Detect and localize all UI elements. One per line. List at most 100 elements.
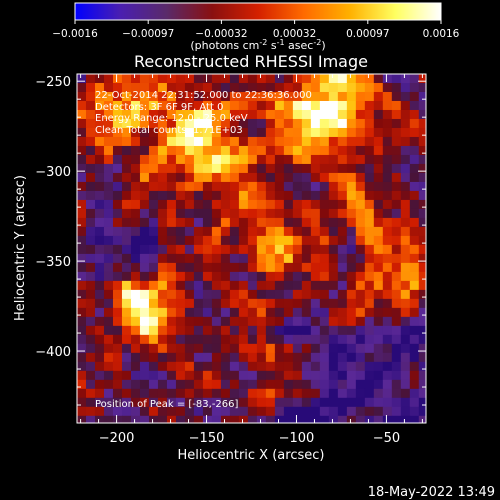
heatmap-cell <box>256 289 267 300</box>
heatmap-cell <box>211 145 222 156</box>
annotation-line: Clean Total counts: 1.71E+03 <box>95 125 243 136</box>
heatmap-cell <box>418 172 426 183</box>
heatmap-cell <box>337 415 348 423</box>
heatmap-cell <box>319 118 330 129</box>
heatmap-cell <box>166 136 177 147</box>
heatmap-cell <box>139 199 150 210</box>
heatmap-cell <box>166 379 177 390</box>
y-tick-label: −300 <box>35 165 71 180</box>
heatmap-cell <box>193 217 204 228</box>
heatmap-cell <box>166 352 177 363</box>
heatmap-cell <box>373 361 384 372</box>
heatmap-cell <box>202 307 213 318</box>
heatmap-cell <box>373 388 384 399</box>
heatmap-cell <box>355 406 366 417</box>
heatmap-cell <box>112 334 123 345</box>
heatmap-cell <box>337 145 348 156</box>
heatmap-cell <box>229 262 240 273</box>
heatmap-cell <box>130 298 141 309</box>
heatmap-cell <box>229 181 240 192</box>
heatmap-cell <box>103 109 114 120</box>
heatmap-cell <box>85 181 96 192</box>
heatmap-cell <box>346 325 357 336</box>
heatmap-cell <box>283 199 294 210</box>
heatmap-cell <box>400 181 411 192</box>
heatmap-cell <box>77 208 87 219</box>
heatmap-cell <box>175 262 186 273</box>
heatmap-cell <box>391 163 402 174</box>
heatmap-cell <box>175 253 186 264</box>
heatmap-cell <box>391 154 402 165</box>
heatmap-cell <box>112 298 123 309</box>
colorbar-tick-label: −0.00097 <box>122 28 174 40</box>
heatmap-cell <box>382 145 393 156</box>
heatmap-cell <box>283 82 294 93</box>
heatmap-cell <box>202 325 213 336</box>
heatmap-cell <box>337 343 348 354</box>
heatmap-cell <box>77 334 87 345</box>
heatmap-cell <box>139 136 150 147</box>
heatmap-cell <box>148 388 159 399</box>
heatmap-cell <box>211 289 222 300</box>
heatmap-cell <box>77 109 87 120</box>
heatmap-cell <box>202 361 213 372</box>
heatmap-cell <box>337 325 348 336</box>
heatmap-cell <box>382 127 393 138</box>
heatmap-cell <box>94 163 105 174</box>
heatmap-cell <box>328 361 339 372</box>
heatmap-cell <box>166 307 177 318</box>
heatmap-cell <box>337 298 348 309</box>
heatmap-cell <box>184 343 195 354</box>
heatmap-cell <box>400 118 411 129</box>
heatmap-cell <box>85 361 96 372</box>
heatmap-cell <box>166 100 177 111</box>
heatmap-cell <box>175 100 186 111</box>
heatmap-cell <box>355 253 366 264</box>
heatmap-cell <box>130 208 141 219</box>
heatmap-cell <box>247 217 258 228</box>
heatmap-cell <box>112 352 123 363</box>
heatmap-cell <box>175 334 186 345</box>
heatmap-cell <box>283 271 294 282</box>
heatmap-cell <box>382 298 393 309</box>
heatmap-cell <box>310 136 321 147</box>
heatmap-cell <box>148 154 159 165</box>
heatmap-cell <box>301 325 312 336</box>
heatmap-cell <box>77 199 87 210</box>
heatmap-cell <box>211 379 222 390</box>
heatmap-cell <box>77 136 87 147</box>
heatmap-cell <box>175 343 186 354</box>
heatmap-cell <box>229 235 240 246</box>
heatmap-cell <box>139 82 150 93</box>
heatmap-cell <box>292 181 303 192</box>
heatmap-cell <box>247 415 258 423</box>
heatmap-cell <box>409 235 420 246</box>
heatmap-cell <box>130 163 141 174</box>
heatmap-cell <box>130 388 141 399</box>
heatmap-cell <box>130 352 141 363</box>
heatmap-cell <box>292 280 303 291</box>
heatmap-cell <box>157 163 168 174</box>
heatmap-cell <box>292 217 303 228</box>
heatmap-cell <box>265 154 276 165</box>
heatmap-cell <box>319 109 330 120</box>
heatmap-cell <box>85 163 96 174</box>
heatmap-cell <box>103 397 114 408</box>
heatmap-cell <box>139 235 150 246</box>
heatmap-cell <box>274 226 285 237</box>
heatmap-cell <box>418 370 426 381</box>
heatmap-cell <box>382 136 393 147</box>
heatmap-cell <box>77 244 87 255</box>
heatmap-cell <box>157 307 168 318</box>
heatmap-cell <box>220 82 231 93</box>
heatmap-cell <box>337 280 348 291</box>
heatmap-cell <box>157 136 168 147</box>
heatmap-cell <box>391 262 402 273</box>
heatmap-cell <box>157 352 168 363</box>
heatmap-cell <box>211 172 222 183</box>
heatmap-cell <box>229 100 240 111</box>
heatmap-cell <box>292 244 303 255</box>
heatmap-cell <box>310 172 321 183</box>
heatmap-cell <box>184 379 195 390</box>
heatmap-cell <box>103 91 114 102</box>
